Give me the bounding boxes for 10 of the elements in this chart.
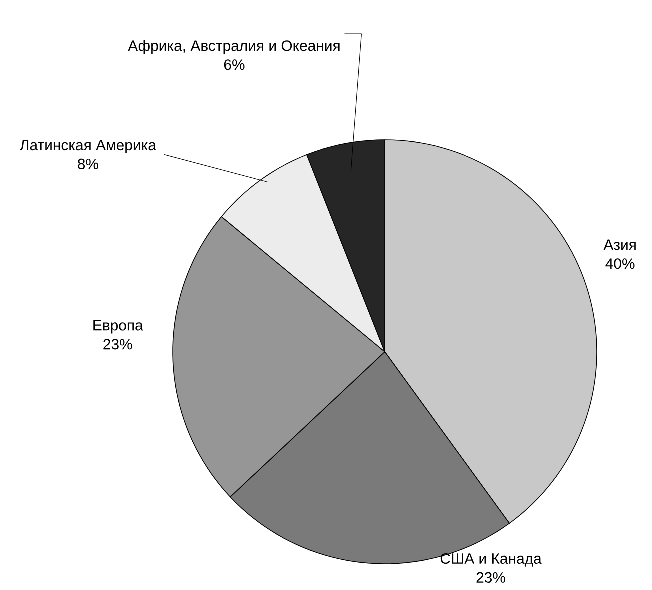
data-label: 40% [606, 258, 635, 270]
slice-label: Африка, Австралия и Океания [128, 40, 340, 54]
slice-label: Европа [94, 320, 144, 334]
slice-label: Азия [604, 240, 636, 250]
slice-label: США и Канада [440, 553, 542, 567]
data-label: 23% [104, 339, 132, 350]
data-label: 6% [224, 60, 245, 70]
data-label: 23% [476, 572, 506, 583]
slice-label: Латинская Америка [20, 140, 156, 154]
data-label: 8% [78, 158, 98, 170]
